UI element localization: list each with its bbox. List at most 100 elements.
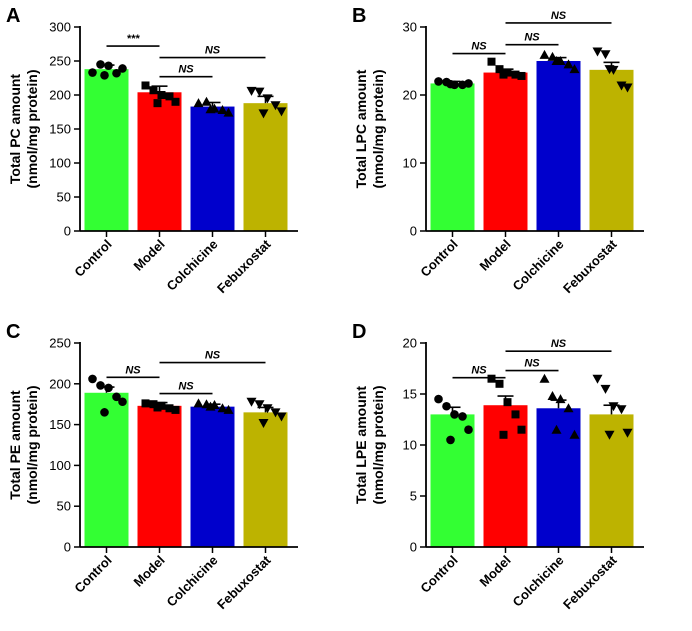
y-tick-label-c-4: 200 (49, 376, 71, 391)
significance-label-d-0: NS (471, 365, 487, 377)
data-point-b-3-4 (622, 83, 633, 93)
data-point-b-2-0 (539, 49, 550, 59)
x-category-label-d-control: Control (417, 553, 460, 596)
y-tick-label-b-3: 30 (403, 20, 417, 35)
y-tick-label-d-0: 0 (410, 540, 417, 555)
y-tick-label-c-2: 100 (49, 458, 71, 473)
y-axis-unit-label-d: (nmol/mg protein) (370, 386, 386, 505)
data-point-a-3-5 (258, 109, 269, 119)
data-point-d-3-4 (622, 428, 633, 438)
x-category-label-d-colchicine: Colchicine (510, 553, 567, 610)
data-point-a-3-4 (276, 107, 287, 117)
bar-d-febuxostat (589, 414, 634, 547)
y-tick-label-b-0: 0 (410, 224, 417, 239)
bar-c-colchicine (190, 406, 235, 547)
data-point-a-0-1 (96, 60, 105, 69)
data-point-c-1-5 (153, 403, 162, 412)
data-point-a-0-5 (100, 70, 109, 80)
data-point-a-0-3 (112, 68, 121, 78)
chart-panel-c: C Total PE amount (nmol/mg protein) 0 50 100 1… (0, 316, 346, 631)
data-point-c-0-0 (88, 374, 97, 384)
data-point-a-0-0 (88, 68, 97, 77)
x-category-label-a-febuxostat: Febuxostat (214, 236, 274, 296)
data-point-b-1-4 (517, 71, 526, 80)
y-tick-label-d-3: 15 (403, 387, 417, 402)
data-point-c-2-0 (193, 398, 204, 408)
y-tick-label-c-5: 250 (49, 336, 71, 351)
x-category-label-a-colchicine: Colchicine (164, 237, 221, 294)
x-category-label-d-model: Model (476, 553, 513, 590)
bar-b-febuxostat (589, 69, 634, 231)
panel-letter-d: D (352, 321, 366, 343)
data-point-d-0-1 (442, 401, 451, 411)
data-point-c-3-4 (276, 412, 287, 422)
bar-a-control (84, 69, 129, 231)
data-point-c-1-4 (171, 405, 180, 414)
x-category-label-d-febuxostat: Febuxostat (560, 552, 620, 612)
data-point-a-0-4 (118, 64, 127, 73)
data-point-a-1-0 (141, 81, 150, 90)
data-point-c-3-0 (246, 397, 257, 407)
data-point-a-2-5 (205, 104, 216, 114)
data-point-b-2-4 (569, 64, 580, 74)
data-point-c-0-1 (96, 381, 105, 390)
bar-a-colchicine (190, 106, 235, 231)
x-category-label-c-control: Control (71, 553, 114, 596)
bar-d-control (430, 414, 475, 547)
data-point-b-2-3 (563, 59, 574, 69)
data-point-b-0-5 (446, 79, 455, 89)
data-point-b-2-5 (551, 56, 562, 65)
data-point-a-2-1 (201, 96, 212, 106)
bar-a-febuxostat (243, 103, 288, 231)
data-point-b-3-1 (600, 50, 611, 60)
data-point-b-0-4 (464, 79, 473, 88)
significance-label-b-1: NS (524, 32, 540, 44)
data-point-a-1-2 (157, 91, 166, 99)
data-point-d-2-2 (555, 394, 566, 404)
data-point-c-0-5 (100, 408, 109, 417)
data-point-b-3-0 (592, 47, 603, 57)
data-point-c-3-1 (254, 400, 265, 410)
data-point-d-3-0 (592, 374, 603, 384)
data-point-b-3-5 (604, 65, 615, 75)
data-point-b-1-5 (499, 70, 508, 79)
data-point-c-3-2 (262, 404, 273, 414)
data-point-d-2-4 (569, 429, 580, 439)
bar-b-colchicine (536, 61, 581, 231)
y-tick-label-b-1: 10 (403, 156, 417, 171)
significance-label-c-1: NS (178, 381, 194, 393)
data-point-d-1-0 (487, 374, 496, 383)
y-tick-label-d-2: 10 (403, 438, 417, 453)
y-tick-label-a-6: 300 (49, 20, 71, 35)
data-point-a-1-4 (171, 97, 180, 106)
data-point-c-2-4 (223, 404, 234, 414)
data-point-c-1-3 (165, 404, 174, 413)
data-point-c-3-3 (270, 408, 281, 418)
data-point-d-1-2 (503, 398, 512, 407)
y-tick-label-d-4: 20 (403, 336, 417, 351)
y-tick-label-a-1: 50 (57, 190, 71, 205)
data-point-a-3-0 (246, 86, 257, 96)
y-axis-unit-label-c: (nmol/mg protein) (24, 386, 40, 505)
chart-svg-a: A Total PC amount (nmol/mg protein) 0 50 100 1… (6, 5, 298, 296)
data-point-d-1-4 (517, 425, 526, 434)
x-category-label-b-colchicine: Colchicine (510, 237, 567, 294)
y-axis-unit-label-b: (nmol/mg protein) (370, 70, 386, 189)
data-point-d-1-3 (511, 410, 520, 419)
significance-label-d-1: NS (524, 358, 540, 370)
data-point-b-1-1 (495, 65, 504, 74)
data-point-d-2-0 (539, 373, 550, 383)
data-point-a-2-3 (217, 104, 228, 114)
chart-svg-c: C Total PE amount (nmol/mg protein) 0 50 100 1… (6, 321, 298, 612)
data-point-a-1-5 (153, 99, 162, 108)
data-point-d-2-3 (563, 403, 574, 413)
data-point-a-0-2 (104, 61, 113, 71)
y-tick-label-a-0: 0 (64, 224, 71, 239)
y-tick-label-c-0: 0 (64, 540, 71, 555)
x-category-label-c-colchicine: Colchicine (164, 553, 221, 610)
data-point-d-0-5 (446, 435, 455, 445)
significance-label-a-1: NS (178, 64, 194, 76)
bar-c-febuxostat (243, 412, 288, 547)
chart-panel-d: D Total LPE amount (nmol/mg protein) 0 5 10 15… (346, 316, 692, 631)
data-point-d-0-0 (434, 394, 443, 404)
